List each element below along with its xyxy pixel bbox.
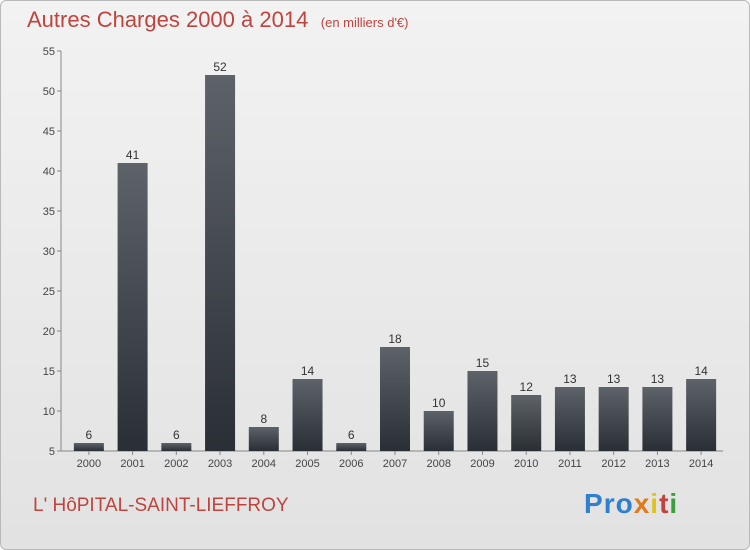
bar	[598, 387, 629, 451]
chart-bars	[73, 75, 717, 451]
bar-value-label: 13	[607, 372, 621, 386]
x-tick-label: 2013	[645, 458, 669, 470]
bar-value-label: 13	[651, 372, 665, 386]
bar-value-label: 13	[563, 372, 577, 386]
y-tick-label: 10	[43, 406, 55, 418]
chart-title: Autres Charges 2000 à 2014 (en milliers …	[27, 7, 409, 33]
bar-value-label: 6	[86, 428, 93, 442]
y-tick-label: 15	[43, 366, 55, 378]
y-tick-label: 25	[43, 286, 55, 298]
x-tick-label: 2000	[77, 458, 101, 470]
bar	[248, 427, 279, 451]
bar	[423, 411, 454, 451]
x-tick-label: 2011	[558, 458, 582, 470]
place-name: L' HôPITAL-SAINT-LIEFFROY	[33, 495, 289, 516]
x-tick-label: 2009	[470, 458, 494, 470]
x-tick-label: 2007	[383, 458, 407, 470]
x-tick-label: 2010	[514, 458, 538, 470]
x-tick-label: 2003	[208, 458, 232, 470]
x-tick-label: 2008	[426, 458, 450, 470]
chart-unit: (en milliers d'€)	[320, 15, 409, 30]
chart-title-main: Autres Charges 2000 à 2014	[27, 7, 309, 32]
bar	[336, 443, 367, 451]
y-tick-label: 5	[49, 446, 55, 458]
bar	[554, 387, 585, 451]
y-tick-label: 20	[43, 326, 55, 338]
bar-value-label: 41	[126, 148, 140, 162]
y-tick-label: 40	[43, 166, 55, 178]
x-tick-label: 2006	[339, 458, 363, 470]
bar	[73, 443, 104, 451]
x-tick-label: 2002	[164, 458, 188, 470]
x-tick-label: 2001	[120, 458, 144, 470]
y-tick-label: 55	[43, 46, 55, 58]
chart-labels: 6 2000 41 2001 6 2002 52 2003 8 2004 14 2005 6 2006 18…	[77, 60, 714, 470]
bar	[117, 163, 148, 451]
bar-value-label: 10	[432, 396, 446, 410]
bar-value-label: 8	[260, 412, 267, 426]
bar	[642, 387, 673, 451]
x-tick-label: 2004	[252, 458, 276, 470]
y-tick-label: 45	[43, 126, 55, 138]
bar	[380, 347, 410, 451]
bar	[205, 75, 236, 451]
bar	[467, 371, 498, 451]
x-tick-label: 2014	[689, 458, 713, 470]
y-tick-label: 30	[43, 246, 55, 258]
x-tick-label: 2012	[601, 458, 625, 470]
bar-value-label: 15	[476, 356, 490, 370]
bar	[511, 395, 542, 451]
bar	[686, 379, 717, 451]
bar-value-label: 6	[348, 428, 355, 442]
bar	[292, 379, 323, 451]
x-tick-label: 2005	[295, 458, 319, 470]
y-tick-label: 50	[43, 86, 55, 98]
bar-value-label: 12	[520, 380, 534, 394]
bar-value-label: 6	[173, 428, 180, 442]
y-tick-label: 35	[43, 206, 55, 218]
bar-value-label: 14	[694, 364, 708, 378]
bar-value-label: 14	[301, 364, 315, 378]
bar-value-label: 52	[213, 60, 227, 74]
bar-value-label: 18	[388, 332, 402, 346]
proxiti-logo[interactable]: Proxiti	[584, 488, 679, 519]
bar	[161, 443, 192, 451]
